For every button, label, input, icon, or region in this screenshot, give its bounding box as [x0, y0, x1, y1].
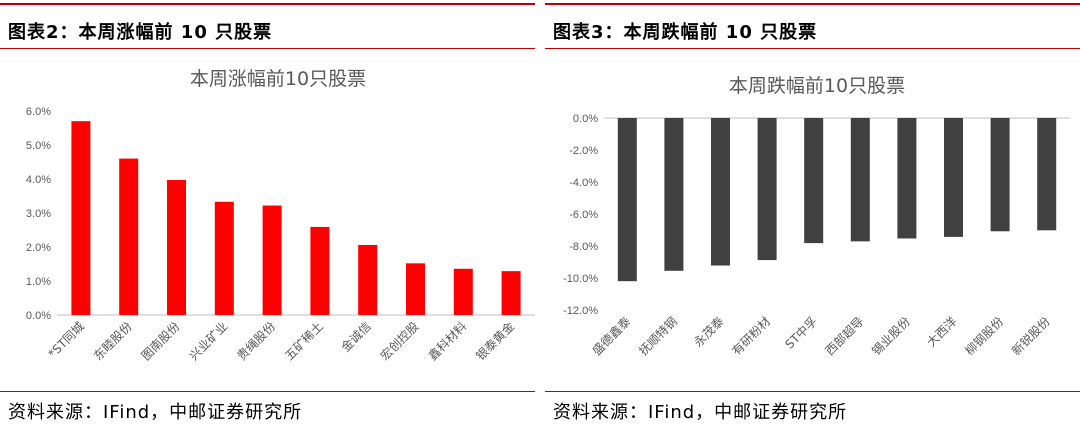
- bar: [453, 268, 473, 315]
- bar: [897, 118, 917, 239]
- category-label: 图南股份: [138, 319, 183, 364]
- chart-panel-losers: 图表3：本周跌幅前 10 只股票 本周跌幅前10只股票 0.0% -2.0% -4.…: [545, 0, 1080, 431]
- y-tick-label: -10.0%: [563, 273, 598, 285]
- y-tick-label: 6.0%: [26, 106, 51, 118]
- category-label: 抚顺特钢: [635, 314, 680, 359]
- category-label: 金诚信: [338, 319, 374, 355]
- category-label: 永茂泰: [691, 314, 726, 349]
- top-rule: [545, 3, 1080, 5]
- category-label: 西部超导: [822, 314, 867, 359]
- bar: [664, 118, 684, 271]
- y-tick-label: 0.0%: [573, 113, 598, 125]
- y-tick-label: 2.0%: [26, 242, 51, 254]
- source-rule: [545, 391, 1080, 392]
- chart-title: 本周跌幅前10只股票: [729, 75, 905, 97]
- bar: [1037, 118, 1057, 231]
- y-tick-label: 3.0%: [26, 208, 51, 220]
- bar: [119, 158, 139, 315]
- bar: [358, 244, 378, 315]
- bar: [71, 121, 91, 315]
- category-label: 兴业矿业: [187, 319, 231, 363]
- category-label: *ST同城: [45, 319, 87, 361]
- source-note: 资料来源：IFind，中邮证券研究所: [8, 402, 303, 423]
- y-tick-label: 4.0%: [26, 174, 51, 186]
- bar: [310, 226, 330, 315]
- bar: [990, 118, 1010, 232]
- category-label: 柳钢股份: [962, 314, 1006, 358]
- category-label: 银泰黄金: [473, 319, 518, 364]
- source-note: 资料来源：IFind，中邮证券研究所: [553, 402, 848, 423]
- source-rule: [0, 391, 535, 392]
- gainers-chart: 本周涨幅前10只股票 0.0% 1.0% 2.0% 3.0% 4.0% 5.0% 6.0% *…: [26, 68, 535, 364]
- category-label: 大西洋: [924, 314, 960, 350]
- bar: [804, 118, 824, 244]
- y-tick-label: -8.0%: [569, 241, 598, 253]
- top-rule: [0, 3, 535, 5]
- bar: [501, 271, 521, 315]
- category-label: 东睦股份: [91, 319, 135, 363]
- category-label: 新锐股份: [1008, 314, 1053, 359]
- chart-panel-gainers: 图表2：本周涨幅前 10 只股票 本周涨幅前10只股票 0.0% 1.0% 2.0%…: [0, 0, 535, 431]
- bar: [406, 263, 425, 315]
- y-tick-label: 1.0%: [26, 276, 51, 288]
- y-tick-label: 5.0%: [26, 140, 51, 152]
- panel-title: 图表3：本周跌幅前 10 只股票: [553, 22, 818, 43]
- bar: [757, 118, 777, 261]
- y-tick-label: -12.0%: [563, 305, 598, 317]
- bar: [617, 118, 637, 282]
- title-rule: [545, 48, 1080, 49]
- bar: [167, 180, 186, 315]
- y-tick-label: -6.0%: [569, 209, 598, 221]
- panel-title: 图表2：本周涨幅前 10 只股票: [8, 22, 273, 43]
- category-label: 五矿稀土: [282, 319, 326, 363]
- category-label: 鑫科材料: [425, 319, 470, 364]
- chart-title: 本周涨幅前10只股票: [190, 68, 366, 90]
- category-label: 锡业股份: [868, 314, 913, 359]
- y-tick-label: -2.0%: [569, 145, 598, 157]
- bar: [850, 118, 870, 242]
- category-label: 贵绳股份: [234, 319, 278, 363]
- category-label: 宏创控股: [377, 319, 422, 364]
- losers-chart: 本周跌幅前10只股票 0.0% -2.0% -4.0% -6.0% -8.0% -10.0…: [563, 75, 1070, 359]
- bar: [711, 118, 730, 266]
- y-tick-label: 0.0%: [26, 310, 51, 322]
- category-label: 有研粉材: [729, 314, 773, 358]
- category-label: 盛德鑫泰: [589, 314, 634, 359]
- title-rule: [0, 48, 535, 49]
- bar: [214, 201, 234, 315]
- bar: [944, 118, 963, 237]
- bar: [262, 205, 282, 315]
- category-label: ST中孚: [782, 314, 820, 352]
- y-tick-label: -4.0%: [569, 177, 598, 189]
